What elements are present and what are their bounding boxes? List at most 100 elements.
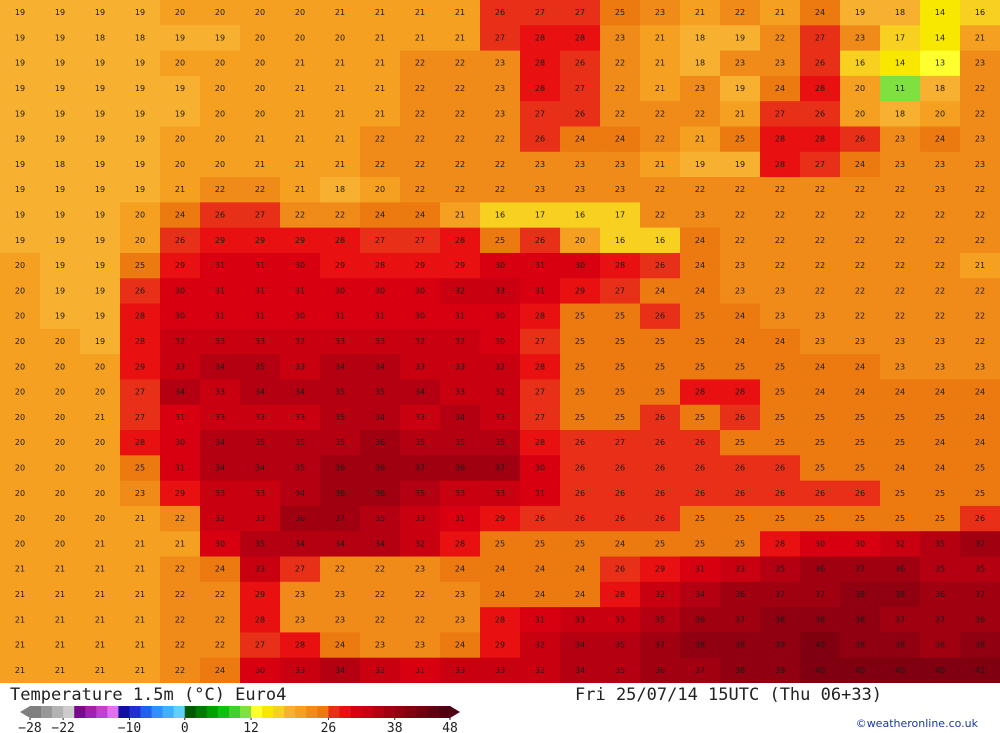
temp-label: 25 <box>975 463 985 472</box>
temp-label: 29 <box>255 236 265 245</box>
temp-cell <box>200 480 241 507</box>
temp-label: 27 <box>255 211 265 220</box>
temp-label: 21 <box>95 539 105 548</box>
temp-cell <box>760 607 801 633</box>
temp-label: 19 <box>55 211 65 220</box>
temp-cell <box>280 556 321 583</box>
temp-cell <box>760 354 801 380</box>
temp-label: 18 <box>935 84 945 93</box>
temp-cell <box>600 379 641 406</box>
temp-cell <box>480 328 521 355</box>
temp-label: 20 <box>215 8 225 17</box>
temp-label: 20 <box>335 33 345 42</box>
temp-cell <box>320 227 361 254</box>
temp-cell <box>600 404 641 431</box>
temp-label: 24 <box>855 362 865 371</box>
temp-label: 28 <box>615 261 625 270</box>
temp-label: 22 <box>975 109 985 118</box>
temp-label: 24 <box>775 337 785 346</box>
temp-label: 34 <box>215 438 225 447</box>
temp-label: 33 <box>255 413 265 422</box>
temp-cell <box>0 607 41 633</box>
temp-label: 23 <box>295 590 305 599</box>
temp-cell <box>240 252 281 279</box>
temp-cell <box>120 177 161 203</box>
temp-label: 20 <box>255 8 265 17</box>
temp-cell <box>120 328 161 355</box>
temp-cell <box>560 556 601 583</box>
temp-cell <box>480 531 521 558</box>
temp-cell <box>600 480 641 507</box>
temp-label: 22 <box>815 286 825 295</box>
temp-cell <box>0 505 41 532</box>
temp-label: 31 <box>535 615 545 624</box>
temp-cell <box>360 404 401 431</box>
temp-cell <box>760 632 801 659</box>
temp-label: 22 <box>935 261 945 270</box>
temp-label: 21 <box>95 590 105 599</box>
temp-label: 30 <box>175 438 185 447</box>
temp-cell <box>0 632 41 659</box>
temp-label: 39 <box>775 666 785 675</box>
temp-cell <box>240 404 281 431</box>
temp-label: 26 <box>575 438 585 447</box>
temp-cell <box>560 379 601 406</box>
temp-label: 35 <box>975 565 985 574</box>
temp-cell <box>440 354 481 380</box>
temp-label: 21 <box>655 59 665 68</box>
temp-cell <box>280 379 321 406</box>
temp-label: 17 <box>895 33 905 42</box>
temp-label: 17 <box>615 211 625 220</box>
temp-label: 20 <box>15 388 25 397</box>
temp-cell <box>80 379 121 406</box>
temp-cell <box>920 126 961 153</box>
temp-cell <box>360 581 401 608</box>
temp-cell <box>360 202 401 229</box>
temp-cell <box>920 151 961 178</box>
temp-cell <box>920 657 961 684</box>
temp-cell <box>480 657 521 684</box>
temp-cell <box>120 607 161 633</box>
temp-cell <box>40 328 81 355</box>
temp-cell <box>680 0 721 26</box>
temp-cell <box>280 480 321 507</box>
temp-label: 26 <box>575 514 585 523</box>
temp-label: 26 <box>655 463 665 472</box>
temp-cell <box>40 430 81 456</box>
temp-label: 19 <box>15 109 25 118</box>
temp-label: 22 <box>815 236 825 245</box>
temp-cell <box>80 657 121 684</box>
temp-label: 23 <box>335 615 345 624</box>
temp-cell <box>120 227 161 254</box>
temp-cell <box>200 455 241 482</box>
temp-cell <box>560 278 601 305</box>
temp-label: 26 <box>775 463 785 472</box>
temp-label: 21 <box>95 641 105 650</box>
temp-label: 20 <box>175 135 185 144</box>
temp-cell <box>800 632 841 659</box>
temp-label: 30 <box>175 312 185 321</box>
temp-label: 19 <box>95 312 105 321</box>
temp-label: 23 <box>775 312 785 321</box>
temp-cell <box>0 252 41 279</box>
temp-label: 22 <box>935 312 945 321</box>
temp-label: 18 <box>135 33 145 42</box>
temp-cell <box>120 151 161 178</box>
temp-label: 26 <box>655 413 665 422</box>
temp-label: 32 <box>895 539 905 548</box>
temp-label: 22 <box>175 590 185 599</box>
temp-cell <box>400 505 441 532</box>
temp-cell <box>280 177 321 203</box>
temp-cell <box>840 531 881 558</box>
temp-label: 20 <box>95 438 105 447</box>
temp-cell <box>400 177 441 203</box>
temp-cell <box>520 556 561 583</box>
temp-cell <box>880 581 921 608</box>
temp-label: 30 <box>415 312 425 321</box>
temp-label: 29 <box>575 286 585 295</box>
temp-cell <box>320 480 361 507</box>
temp-label: 27 <box>575 8 585 17</box>
temp-label: 22 <box>735 8 745 17</box>
temp-cell <box>760 328 801 355</box>
temp-cell <box>920 480 961 507</box>
